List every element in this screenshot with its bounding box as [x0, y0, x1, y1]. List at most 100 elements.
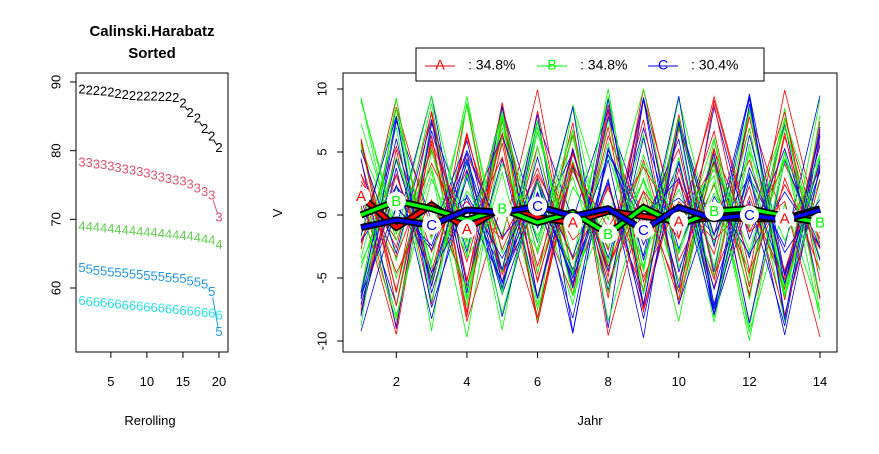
mean-marker-label: C — [426, 217, 437, 234]
left-point-label: 2 — [100, 84, 107, 99]
left-point-label: 3 — [172, 172, 179, 187]
left-point-label: 4 — [165, 227, 172, 242]
left-point-label: 6 — [179, 303, 186, 318]
left-point-label: 2 — [136, 89, 143, 104]
right-y-tick-label: -5 — [314, 272, 329, 284]
left-point-label: 6 — [187, 303, 194, 318]
left-point-label: 5 — [201, 277, 208, 292]
left-point-label: 6 — [158, 301, 165, 316]
left-point-label: 6 — [107, 296, 114, 311]
left-point-label: 3 — [143, 165, 150, 180]
left-point-label: 5 — [86, 262, 93, 277]
left-point-label: 2 — [158, 89, 165, 104]
left-point-label: 3 — [158, 170, 165, 185]
left-point-label: 4 — [158, 226, 165, 241]
left-point-label: 5 — [107, 264, 114, 279]
left-point-label: 4 — [122, 222, 129, 237]
left-point-label: 2 — [143, 89, 150, 104]
left-point-label: 2 — [201, 121, 208, 136]
legend-letter: B — [547, 57, 556, 73]
left-point-label: 5 — [150, 268, 157, 283]
left-point-label: 2 — [129, 88, 136, 103]
left-point-label: 6 — [165, 301, 172, 316]
legend-letter: A — [435, 57, 445, 73]
left-y-tick-label: 60 — [48, 281, 63, 295]
legend-text: : 34.8% — [580, 57, 627, 73]
left-point-label: 3 — [93, 157, 100, 172]
left-point-label: 4 — [179, 228, 186, 243]
mean-marker-label: B — [815, 215, 825, 232]
left-point-label: 5 — [78, 260, 85, 275]
left-point-label: 2 — [179, 95, 186, 110]
left-point-label: 5 — [129, 266, 136, 281]
left-point-label: 6 — [136, 299, 143, 314]
left-point-label: 3 — [114, 160, 121, 175]
left-point-label: 3 — [194, 181, 201, 196]
left-point-label: 2 — [86, 82, 93, 97]
left-point-label: 6 — [194, 304, 201, 319]
left-x-axis: 5 10 15 20 — [107, 352, 226, 389]
left-x-axis-label: Rerolling — [124, 413, 175, 428]
left-point-label: 5 — [208, 284, 215, 299]
left-point-label: 3 — [129, 163, 136, 178]
left-point-label: 4 — [150, 225, 157, 240]
left-point-label: 2 — [78, 82, 85, 97]
right-x-tick-label: 10 — [672, 374, 686, 389]
left-point-label: 5 — [114, 265, 121, 280]
left-y-tick-label: 80 — [48, 143, 63, 157]
left-point-label: 4 — [136, 224, 143, 239]
left-x-tick-label: 15 — [176, 374, 190, 389]
left-point-label: 3 — [165, 171, 172, 186]
mean-marker-label: B — [391, 193, 401, 210]
left-x-tick-label: 10 — [140, 374, 154, 389]
mean-marker-label: A — [568, 215, 578, 232]
left-y-tick-label: 90 — [48, 75, 63, 89]
left-point-label: 2 — [172, 90, 179, 105]
left-point-label: 4 — [86, 219, 93, 234]
left-point-label: 4 — [107, 221, 114, 236]
left-point-label: 4 — [172, 227, 179, 242]
left-point-label: 4 — [187, 229, 194, 244]
left-point-label: 5 — [187, 273, 194, 288]
left-point-label: 6 — [172, 302, 179, 317]
left-point-label: 6 — [100, 295, 107, 310]
left-point-label: 6 — [129, 298, 136, 313]
legend-text: : 34.8% — [468, 57, 515, 73]
left-point-label: 5 — [136, 267, 143, 282]
left-point-label: 6 — [143, 299, 150, 314]
right-x-tick-label: 6 — [534, 374, 541, 389]
left-point-label: 4 — [129, 223, 136, 238]
left-point-label: 4 — [100, 220, 107, 235]
left-point-label: 3 — [208, 187, 215, 202]
mean-marker-label: A — [780, 211, 790, 228]
left-x-tick-label: 5 — [107, 374, 114, 389]
legend-entry-C: C: 30.4% — [648, 57, 738, 73]
left-point-label: 2 — [114, 86, 121, 101]
right-x-tick-label: 14 — [813, 374, 827, 389]
left-point-label: 4 — [93, 220, 100, 235]
left-point-label: 5 — [165, 270, 172, 285]
left-point-label: 3 — [122, 161, 129, 176]
left-point-label: 2 — [165, 89, 172, 104]
left-point-label: 3 — [187, 176, 194, 191]
left-point-label: 6 — [150, 300, 157, 315]
left-point-label: 2 — [107, 84, 114, 99]
left-x-tick-label: 20 — [212, 374, 226, 389]
left-point-label: 3 — [136, 164, 143, 179]
right-y-tick-label: -10 — [314, 332, 329, 351]
left-point-label: 3 — [78, 154, 85, 169]
left-point-label: 5 — [158, 269, 165, 284]
left-point-label: 3 — [215, 209, 222, 224]
left-point-label: 2 — [150, 89, 157, 104]
right-x-tick-label: 2 — [393, 374, 400, 389]
left-point-label: 6 — [215, 308, 222, 323]
left-point-label: 4 — [143, 225, 150, 240]
